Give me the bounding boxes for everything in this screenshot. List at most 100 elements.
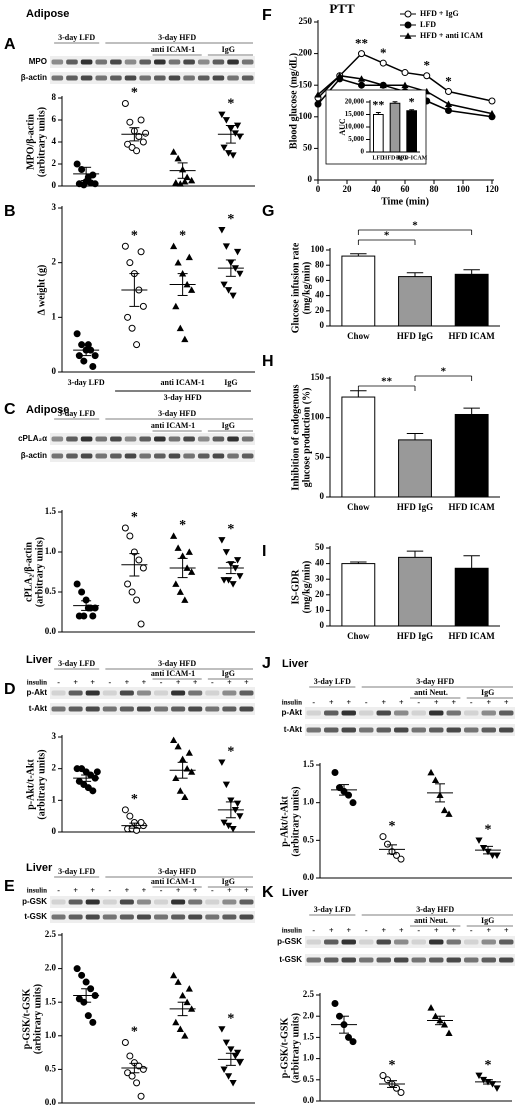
- insulin-sign: -: [312, 926, 315, 935]
- blot-strip: [50, 433, 255, 445]
- significance: *: [179, 518, 186, 533]
- data-point: [445, 1029, 453, 1037]
- panel-label: C: [4, 401, 16, 418]
- y-tick-label: 30: [315, 573, 325, 583]
- bar: [389, 102, 401, 153]
- blot-band: [222, 899, 237, 905]
- blot-band: [212, 436, 225, 442]
- data-point: [139, 302, 147, 310]
- data-point: [91, 180, 99, 188]
- blot-band: [376, 727, 391, 733]
- blot-band: [222, 914, 237, 920]
- y-tick-label: 200: [299, 48, 313, 58]
- significance: *: [485, 823, 492, 838]
- significance: *: [424, 58, 431, 73]
- blot-band: [359, 957, 374, 963]
- significance: *: [227, 745, 234, 760]
- data-point: [91, 604, 99, 612]
- significance: *: [389, 819, 396, 834]
- data-point: [229, 581, 237, 588]
- blot-band: [154, 453, 166, 459]
- blot-band: [227, 75, 239, 81]
- blot-row-label: p-GSK: [22, 897, 47, 906]
- panel-label: H: [262, 353, 274, 370]
- blot-strip: [50, 450, 255, 462]
- data-point: [227, 1046, 235, 1053]
- y-tick-label: 0: [52, 366, 57, 376]
- data-point: [139, 1065, 147, 1073]
- blot-band: [222, 690, 237, 696]
- data-point: [78, 588, 86, 596]
- data-point: [174, 259, 182, 266]
- data-point: [80, 357, 88, 365]
- data-point: [89, 363, 97, 371]
- insulin-sign: +: [399, 698, 404, 707]
- significance: *: [131, 792, 138, 807]
- series-line: [317, 52, 493, 102]
- data-point: [404, 10, 412, 18]
- blot-band: [239, 899, 254, 905]
- blot-band: [376, 957, 391, 963]
- data-point: [181, 178, 189, 185]
- blot-band: [359, 710, 374, 716]
- blot-band: [95, 59, 108, 65]
- blot-band: [306, 939, 321, 945]
- data-point: [170, 736, 178, 744]
- blot-band: [66, 436, 78, 442]
- data-point: [89, 1018, 97, 1026]
- data-point: [181, 596, 189, 603]
- data-point: [126, 812, 134, 820]
- data-point: [493, 1085, 501, 1092]
- data-point: [220, 1066, 228, 1073]
- y-tick-label: 15,000: [345, 110, 365, 118]
- insulin-sign: -: [470, 698, 473, 707]
- data-point: [236, 270, 244, 278]
- blot-row-label: t-GSK: [279, 955, 302, 964]
- data-point: [220, 144, 228, 152]
- significance: **: [381, 376, 393, 388]
- panel-label: F: [262, 7, 272, 24]
- data-point: [78, 166, 86, 173]
- insulin-sign: +: [227, 678, 232, 687]
- data-point: [440, 806, 449, 814]
- blot-band: [464, 727, 479, 733]
- significance: **: [355, 36, 368, 51]
- insulin-sign: +: [381, 698, 386, 707]
- insulin-sign: +: [244, 886, 249, 895]
- data-point: [445, 88, 452, 96]
- blot-band: [110, 453, 122, 459]
- insulin-sign: +: [73, 678, 78, 687]
- blot-band: [80, 453, 93, 459]
- y-axis-label: Inhibition of endogenous: [290, 384, 301, 490]
- blot-band: [376, 939, 391, 945]
- y-tick-label: 2.0: [303, 1010, 315, 1020]
- blot-band: [341, 727, 356, 733]
- panel-label: I: [262, 543, 266, 560]
- data-point: [423, 72, 431, 80]
- blot-group-label: 3-day HFD: [158, 659, 196, 668]
- tissue-label: Liver: [282, 658, 309, 670]
- blot-band: [411, 957, 426, 963]
- blot-band: [85, 706, 100, 712]
- data-point: [174, 154, 182, 162]
- x-tick-label: HFD ICAM: [449, 631, 496, 641]
- data-point: [224, 1073, 233, 1080]
- blot-band: [124, 436, 137, 442]
- significance: *: [227, 522, 234, 537]
- blot-band: [139, 75, 151, 81]
- blot-subgroup-label: anti Neut.: [414, 688, 448, 697]
- blot-band: [239, 690, 254, 696]
- panel-label: A: [4, 36, 16, 53]
- blot-band: [102, 899, 117, 905]
- blot-band: [197, 59, 210, 65]
- data-point: [142, 129, 150, 137]
- blot-band: [306, 710, 321, 716]
- data-point: [137, 620, 145, 628]
- series-line: [317, 74, 493, 115]
- x-tick-label: 3-day LFD: [68, 378, 105, 387]
- insulin-sign: +: [73, 886, 78, 895]
- data-point: [224, 822, 233, 830]
- insulin-sign: +: [434, 926, 439, 935]
- blot-strip: [50, 687, 255, 699]
- blot-band: [241, 436, 254, 442]
